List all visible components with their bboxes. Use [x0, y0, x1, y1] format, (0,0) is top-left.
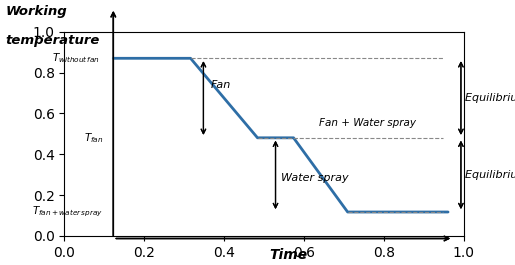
Text: Fan: Fan: [211, 80, 231, 90]
Text: Equilibrium 2: Equilibrium 2: [465, 170, 515, 180]
Text: Fan + Water spray: Fan + Water spray: [319, 118, 416, 128]
Text: Working: Working: [5, 5, 67, 18]
Text: $T_{fan+water\,spray}$: $T_{fan+water\,spray}$: [32, 205, 103, 219]
Text: Water spray: Water spray: [281, 173, 348, 183]
Text: $T_{without\,fan}$: $T_{without\,fan}$: [53, 51, 100, 65]
Text: $T_{fan}$: $T_{fan}$: [83, 131, 103, 145]
Text: Time: Time: [269, 248, 307, 262]
Text: Equilibrium 1: Equilibrium 1: [465, 93, 515, 103]
Text: temperature: temperature: [5, 34, 99, 47]
